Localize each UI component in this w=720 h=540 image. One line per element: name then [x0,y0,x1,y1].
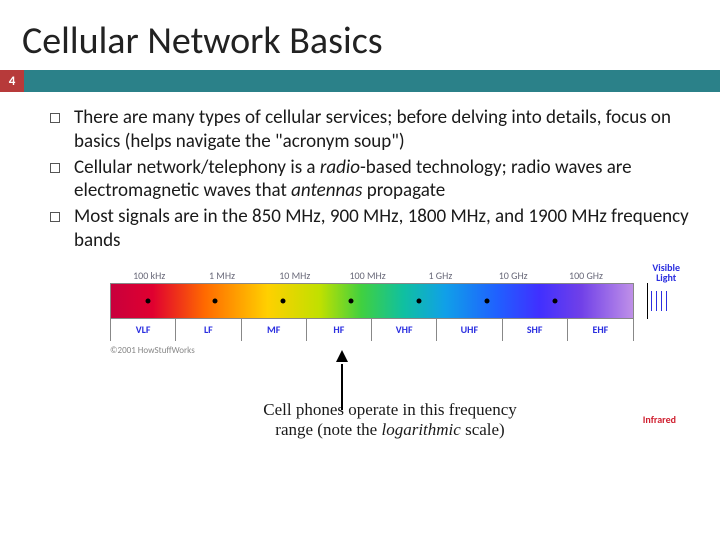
frequency-labels: 100 kHz 1 MHz 10 MHz 100 MHz 1 GHz 10 GHz 100 … [110,269,670,283]
page-number-badge: 4 [0,70,24,92]
arrow-pointer [336,352,348,410]
caption-line1: Cell phones operate in this frequency [263,400,517,419]
freq-tick-label: 100 kHz [133,269,165,282]
freq-tick-dot [281,298,286,303]
header-bar: 4 [0,70,720,92]
caption-l2-post: scale) [461,420,505,439]
freq-tick-label: 1 MHz [209,269,235,282]
caption-l2-em: logarithmic [381,420,460,439]
freq-tick-label: 10 GHz [499,269,528,282]
bullet-text: Cellular network/telephony is a [74,156,320,179]
bullet-list: There are many types of cellular service… [50,106,690,253]
band-segment: UHF [437,319,502,341]
spectrum-bar [110,283,634,319]
freq-tick-dot [213,298,218,303]
freq-tick-dot [552,298,557,303]
freq-tick-label: 100 GHz [569,269,603,282]
visible-light-ticks [651,291,667,311]
bullet-text: Most signals are in the 850 MHz, 900 MHz… [74,205,689,252]
bullet-em: radio [320,156,360,179]
copyright-text: ©2001 HowStuffWorks [110,345,670,356]
freq-tick-label: 10 MHz [279,269,310,282]
freq-tick-dot [349,298,354,303]
bullet-text: propagate [362,179,445,202]
bullet-item: Most signals are in the 850 MHz, 900 MHz… [50,205,690,253]
band-segment: SHF [503,319,568,341]
arrow-head-icon [336,350,348,362]
band-segment: VLF [111,319,176,341]
band-segment: LF [176,319,241,341]
band-segment: MF [242,319,307,341]
freq-tick-dot [416,298,421,303]
content-area: There are many types of cellular service… [0,92,720,440]
caption-l2-pre: range (note the [275,420,381,439]
bullet-item: Cellular network/telephony is a radio-ba… [50,156,690,204]
page-title: Cellular Network Basics [0,0,720,70]
bullet-item: There are many types of cellular service… [50,106,690,154]
band-segment: EHF [568,319,633,341]
freq-tick-label: 100 MHz [349,269,385,282]
band-segments: VLFLFMFHFVHFUHFSHFEHF [110,319,634,341]
bullet-em: antennas [291,179,362,202]
freq-tick-dot [145,298,150,303]
spectrum-diagram: Visible Light 100 kHz1 MHz10 MHz100 MHz1… [110,269,670,440]
bullet-text: There are many types of cellular service… [74,106,671,153]
band-segment: HF [307,319,372,341]
freq-tick-label: 1 GHz [428,269,452,282]
caption-line2: range (note the logarithmic scale) [110,420,670,440]
band-segment: VHF [372,319,437,341]
accent-bar [24,70,720,92]
caption: Cell phones operate in this frequency ra… [110,400,670,440]
infrared-label: Infrared [643,413,676,426]
arrow-stem [341,364,343,410]
infrared-pointer [647,283,648,319]
freq-tick-dot [484,298,489,303]
